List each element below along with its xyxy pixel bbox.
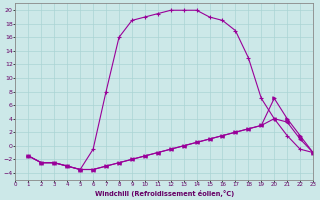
X-axis label: Windchill (Refroidissement éolien,°C): Windchill (Refroidissement éolien,°C) — [95, 190, 234, 197]
